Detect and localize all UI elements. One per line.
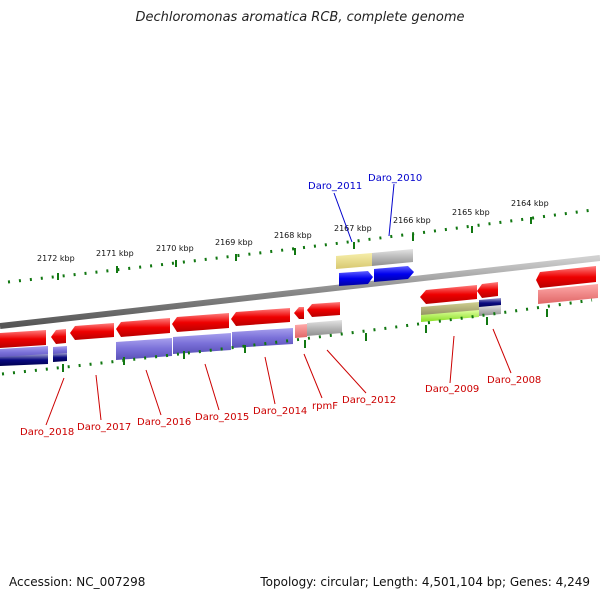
track-feature <box>232 328 293 348</box>
track-feature <box>307 320 342 336</box>
gene-arrow-daro-2012[interactable] <box>307 302 340 317</box>
gene-arrow-daro-2010[interactable] <box>374 266 414 282</box>
gene-label-daro-2012[interactable]: Daro_2012 <box>342 395 396 406</box>
gene-arrow-rpmf[interactable] <box>294 307 304 319</box>
ruler-label: 2169 kbp <box>215 238 253 247</box>
track-feature <box>421 310 479 322</box>
track-feature <box>53 353 67 362</box>
inner-ruler <box>1 298 593 376</box>
track-feature <box>372 249 413 266</box>
track-feature <box>421 302 479 316</box>
track-feature <box>53 346 67 355</box>
ruler-label: 2165 kbp <box>452 208 490 217</box>
gene-label-daro-2016[interactable]: Daro_2016 <box>137 417 191 428</box>
map-title: Dechloromonas aromatica RCB, complete ge… <box>135 10 465 25</box>
red-leader-lines <box>45 328 512 426</box>
ruler-label: 2164 kbp <box>511 199 549 208</box>
gene-arrow[interactable] <box>536 266 596 288</box>
track-feature <box>116 338 172 360</box>
gene-label-rpmf[interactable]: rpmF <box>312 401 338 412</box>
gene-label-daro-2018[interactable]: Daro_2018 <box>20 427 74 438</box>
track-feature <box>295 324 307 338</box>
ruler-label: 2172 kbp <box>37 254 75 263</box>
outer-ruler <box>7 208 593 284</box>
inner-ruler-major-ticks <box>62 309 548 372</box>
gene-label-daro-2014[interactable]: Daro_2014 <box>253 406 307 417</box>
gene-arrow-daro-2018[interactable] <box>0 330 46 348</box>
accession-text: Accession: NC_007298 <box>9 575 146 589</box>
inner-ruler-dots <box>1 298 593 376</box>
gene-arrow-daro-2015[interactable] <box>172 313 229 332</box>
gene-arrow[interactable] <box>51 329 66 344</box>
gene-arrow-daro-2017[interactable] <box>70 323 114 340</box>
ruler-label: 2166 kbp <box>393 216 431 225</box>
ruler-labels: 2172 kbp 2171 kbp 2170 kbp 2169 kbp 2168… <box>37 199 549 263</box>
gene-label-daro-2017[interactable]: Daro_2017 <box>77 422 131 433</box>
gene-label-daro-2015[interactable]: Daro_2015 <box>195 412 249 423</box>
topology-text: Topology: circular; Length: 4,501,104 bp… <box>260 575 590 589</box>
track-feature <box>0 354 48 366</box>
gene-arrow-daro-2011[interactable] <box>339 271 373 286</box>
gene-labels: Daro_2011 Daro_2010 Daro_2018 Daro_2017 … <box>20 173 541 438</box>
genome-backbone <box>0 255 600 329</box>
gene-arrow-daro-2016[interactable] <box>116 318 170 337</box>
ruler-label: 2171 kbp <box>96 249 134 258</box>
blue-leader-lines <box>333 183 395 243</box>
track-feature <box>336 253 372 269</box>
track-feature <box>173 333 231 354</box>
ruler-label: 2170 kbp <box>156 244 194 253</box>
gene-label-daro-2011[interactable]: Daro_2011 <box>308 181 362 192</box>
gene-label-daro-2008[interactable]: Daro_2008 <box>487 375 541 386</box>
gene-arrow-daro-2014[interactable] <box>231 308 290 326</box>
track-feature <box>479 305 501 316</box>
ruler-label: 2168 kbp <box>274 231 312 240</box>
gene-label-daro-2010[interactable]: Daro_2010 <box>368 173 422 184</box>
ruler-label: 2167 kbp <box>334 224 372 233</box>
track-feature <box>538 284 598 304</box>
gene-arrow-daro-2009[interactable] <box>420 285 477 304</box>
gene-arrow-daro-2008[interactable] <box>477 282 498 298</box>
upper-strand-features <box>336 249 598 304</box>
lower-strand-features <box>0 282 501 366</box>
gene-label-daro-2009[interactable]: Daro_2009 <box>425 384 479 395</box>
outer-ruler-major-ticks <box>57 217 532 280</box>
